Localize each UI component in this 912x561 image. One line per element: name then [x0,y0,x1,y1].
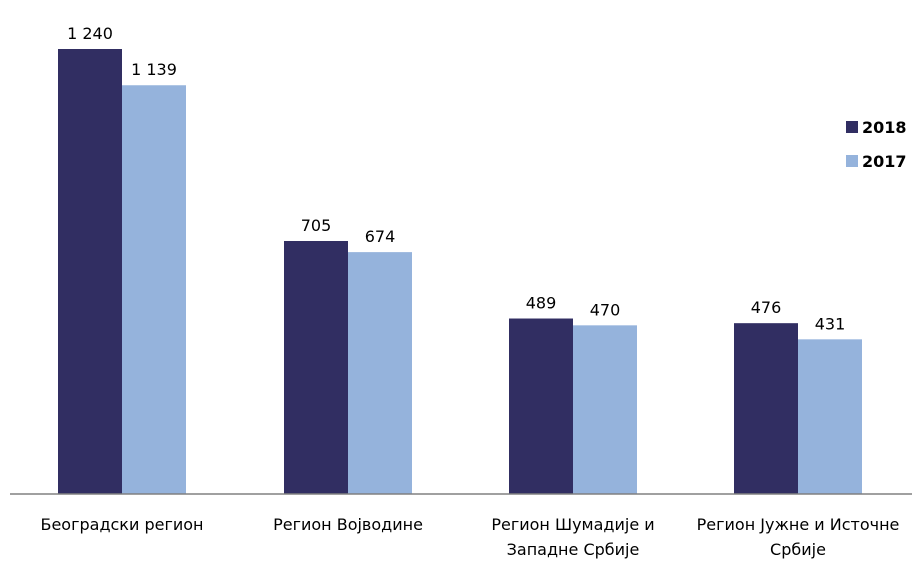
data-label-2017-0: 1 139 [131,60,177,79]
data-label-2018-1: 705 [301,216,332,235]
bar-2018-1 [284,240,348,494]
data-label-2018-2: 489 [526,294,557,313]
category-label-2-line-0: Регион Шумадије и [491,515,654,534]
legend-label-2018: 2018 [862,118,907,137]
legend-label-2017: 2017 [862,152,907,171]
category-label-3-line-1: Србије [770,540,826,559]
category-label-3-line-0: Регион Јужне и Источне [697,515,900,534]
legend: 2018 2017 [846,118,907,171]
category-label-1-line-0: Регион Војводине [273,515,423,534]
bars-layer [58,49,862,494]
category-label-2-line-1: Западне Србије [507,540,640,559]
bar-2018-2 [509,318,573,494]
data-label-2017-1: 674 [365,227,396,246]
bar-2017-2 [573,325,637,494]
bar-2018-0 [58,49,122,494]
legend-swatch-2018 [846,121,858,133]
bar-2017-3 [798,339,862,494]
value-labels-layer: 1 240 1 139 705 674 489 470 476 431 [67,24,845,333]
category-label-0-line-0: Београдски регион [40,515,203,534]
legend-swatch-2017 [846,155,858,167]
bar-2018-3 [734,323,798,494]
category-labels-layer: Београдски регион Регион Војводине Регион … [40,515,899,559]
data-label-2018-0: 1 240 [67,24,113,43]
data-label-2018-3: 476 [751,298,782,317]
data-label-2017-2: 470 [590,300,621,319]
bar-2017-1 [348,252,412,494]
bar-2017-0 [122,85,186,494]
data-label-2017-3: 431 [815,314,846,333]
